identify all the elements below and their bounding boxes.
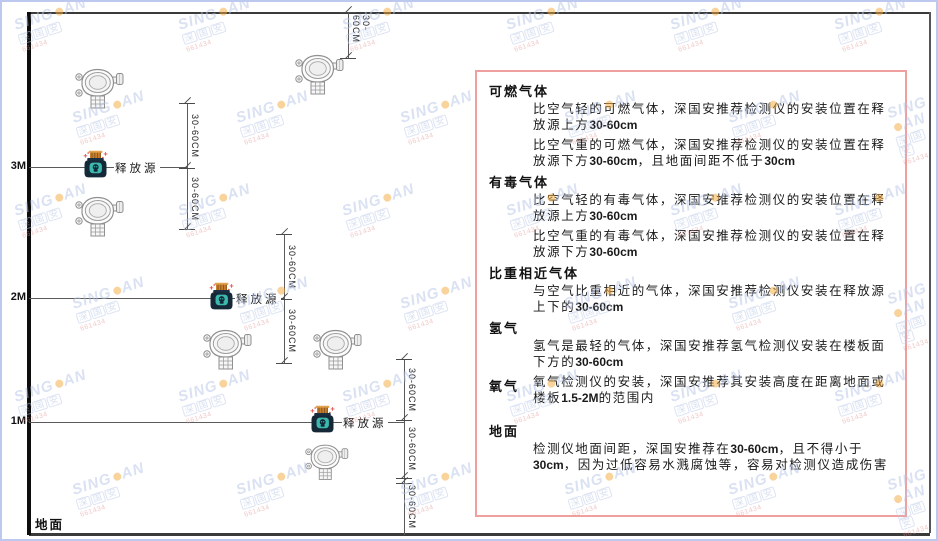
dimension-tick bbox=[276, 363, 292, 364]
dimension-line bbox=[348, 13, 349, 59]
dimension-tick bbox=[396, 420, 412, 421]
axis-label-3m: 3M bbox=[10, 160, 26, 172]
diagram-right-border bbox=[929, 12, 931, 533]
dimension-tick bbox=[276, 299, 292, 300]
dimension-label: 30-60CM bbox=[287, 309, 297, 354]
section-paragraph: 氧气检测仪的安装，深国安推荐其安装高度在距离地面或楼板1.5-2M的范围内 bbox=[533, 375, 886, 405]
section-paragraph: 比空气轻的可燃气体，深国安推荐检测仪的安装位置在释放源上方30-60cm bbox=[533, 102, 886, 132]
ceiling-line bbox=[29, 12, 930, 14]
section-paragraph: 比空气重的可燃气体，深国安推荐检测仪的安装位置在释放源下方30-60cm，且地面… bbox=[533, 138, 886, 168]
section-title: 氧气 bbox=[489, 379, 520, 394]
level-line-3m bbox=[29, 167, 187, 168]
section-title: 可燃气体 bbox=[489, 84, 550, 99]
section-paragraph: 氢气是最轻的气体，深国安推荐氢气检测仪安装在楼板面下方的30-60cm bbox=[533, 339, 886, 369]
dimension-tick bbox=[396, 483, 412, 484]
release-source-label: 释放源 bbox=[114, 160, 160, 176]
dimension-tick bbox=[179, 229, 195, 230]
dimension-label: 30-60CM bbox=[407, 367, 417, 412]
gas-detector-icon bbox=[75, 196, 124, 237]
panel-section-ground: 地面 检测仪地面间距，深国安推荐在30-60cm，且不得小于30cm，因为过低容… bbox=[489, 423, 891, 473]
panel-section-hydrogen: 氢气 氢气是最轻的气体，深国安推荐氢气检测仪安装在楼板面下方的30-60cm bbox=[489, 320, 891, 370]
dimension-label: 30-60CM bbox=[287, 244, 297, 289]
section-paragraph: 比空气重的有毒气体，深国安推荐检测仪的安装位置在释放源下方30-60cm bbox=[533, 229, 886, 259]
dimension-label: 30-60CM bbox=[190, 113, 200, 158]
release-source-label: 释放源 bbox=[235, 291, 281, 307]
gas-detector-icon bbox=[305, 444, 349, 480]
panel-section-similar-density-gas: 比重相近气体 与空气比重相近的气体，深国安推荐检测仪安装在释放源上下的30-60… bbox=[489, 265, 891, 315]
section-title: 比重相近气体 bbox=[489, 266, 580, 281]
release-source-label: 释放源 bbox=[342, 415, 388, 431]
dimension-label: 30-60CM bbox=[190, 177, 200, 222]
panel-section-oxygen: 氧气 氧气检测仪的安装，深国安推荐其安装高度在距离地面或楼板1.5-2M的范围内 bbox=[489, 375, 891, 411]
gas-detector-icon bbox=[295, 54, 344, 95]
section-paragraph: 检测仪地面间距，深国安推荐在30-60cm，且不得小于30cm，因为过低容易水溅… bbox=[533, 442, 889, 472]
gas-detector-icon bbox=[75, 68, 124, 109]
dimension-label: 30-60CM bbox=[407, 427, 417, 472]
section-title: 地面 bbox=[489, 424, 520, 439]
height-axis-line bbox=[27, 12, 31, 535]
dimension-label: 30-60CM bbox=[351, 15, 371, 44]
dimension-tick bbox=[340, 12, 356, 13]
section-title: 氢气 bbox=[489, 321, 520, 336]
dimension-tick bbox=[396, 359, 412, 360]
ground-label: 地面 bbox=[35, 518, 65, 532]
dimension-tick bbox=[276, 234, 292, 235]
level-line-2m bbox=[29, 298, 284, 299]
release-source-icon bbox=[209, 282, 234, 310]
dimension-tick bbox=[179, 103, 195, 104]
dimension-label: 30-60CM bbox=[407, 484, 417, 529]
release-source-icon bbox=[310, 405, 335, 433]
axis-label-2m: 2M bbox=[10, 291, 26, 303]
level-line-1m bbox=[29, 422, 404, 423]
dimension-line bbox=[187, 104, 188, 230]
dimension-line bbox=[404, 360, 405, 535]
panel-section-combustible-gas: 可燃气体 比空气轻的可燃气体，深国安推荐检测仪的安装位置在释放源上方30-60c… bbox=[489, 83, 891, 169]
axis-label-1m: 1M bbox=[10, 415, 26, 427]
panel-section-toxic-gas: 有毒气体 比空气轻的有毒气体，深国安推荐检测仪的安装位置在释放源上方30-60c… bbox=[489, 174, 891, 260]
section-paragraph: 与空气比重相近的气体，深国安推荐检测仪安装在释放源上下的30-60cm bbox=[533, 284, 886, 314]
dimension-tick bbox=[179, 168, 195, 169]
info-panel: 可燃气体 比空气轻的可燃气体，深国安推荐检测仪的安装位置在释放源上方30-60c… bbox=[475, 70, 907, 517]
release-source-icon bbox=[83, 150, 108, 178]
gas-detector-icon bbox=[313, 329, 362, 370]
dimension-tick bbox=[340, 58, 356, 59]
ground-line bbox=[29, 533, 930, 536]
section-paragraph: 比空气轻的有毒气体，深国安推荐检测仪的安装位置在释放源上方30-60cm bbox=[533, 193, 886, 223]
gas-detector-icon bbox=[203, 329, 252, 370]
section-title: 有毒气体 bbox=[489, 175, 550, 190]
